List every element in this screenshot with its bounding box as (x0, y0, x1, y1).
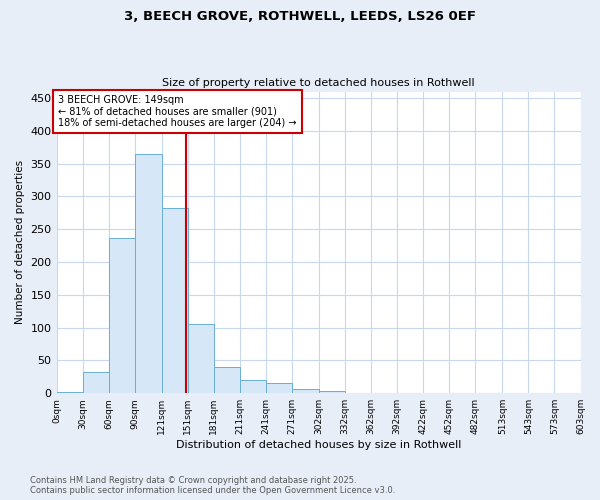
Bar (345, 392, 371, 393)
Bar (188, 324, 214, 393)
Bar (135, 154, 161, 393)
Bar (371, 392, 397, 393)
Text: Contains HM Land Registry data © Crown copyright and database right 2025.
Contai: Contains HM Land Registry data © Crown c… (30, 476, 395, 495)
Text: 3, BEECH GROVE, ROTHWELL, LEEDS, LS26 0EF: 3, BEECH GROVE, ROTHWELL, LEEDS, LS26 0E… (124, 10, 476, 23)
Bar (161, 208, 188, 393)
Y-axis label: Number of detached properties: Number of detached properties (15, 160, 25, 324)
Bar (56, 392, 83, 393)
Text: 3 BEECH GROVE: 149sqm
← 81% of detached houses are smaller (901)
18% of semi-det: 3 BEECH GROVE: 149sqm ← 81% of detached … (58, 95, 297, 128)
Title: Size of property relative to detached houses in Rothwell: Size of property relative to detached ho… (162, 78, 475, 88)
Bar (266, 384, 292, 393)
X-axis label: Distribution of detached houses by size in Rothwell: Distribution of detached houses by size … (176, 440, 461, 450)
Bar (83, 372, 109, 393)
Bar (292, 390, 319, 393)
Bar (397, 392, 423, 393)
Bar (475, 392, 502, 393)
Bar (319, 391, 345, 393)
Bar (240, 380, 266, 393)
Bar (214, 367, 240, 393)
Bar (109, 238, 135, 393)
